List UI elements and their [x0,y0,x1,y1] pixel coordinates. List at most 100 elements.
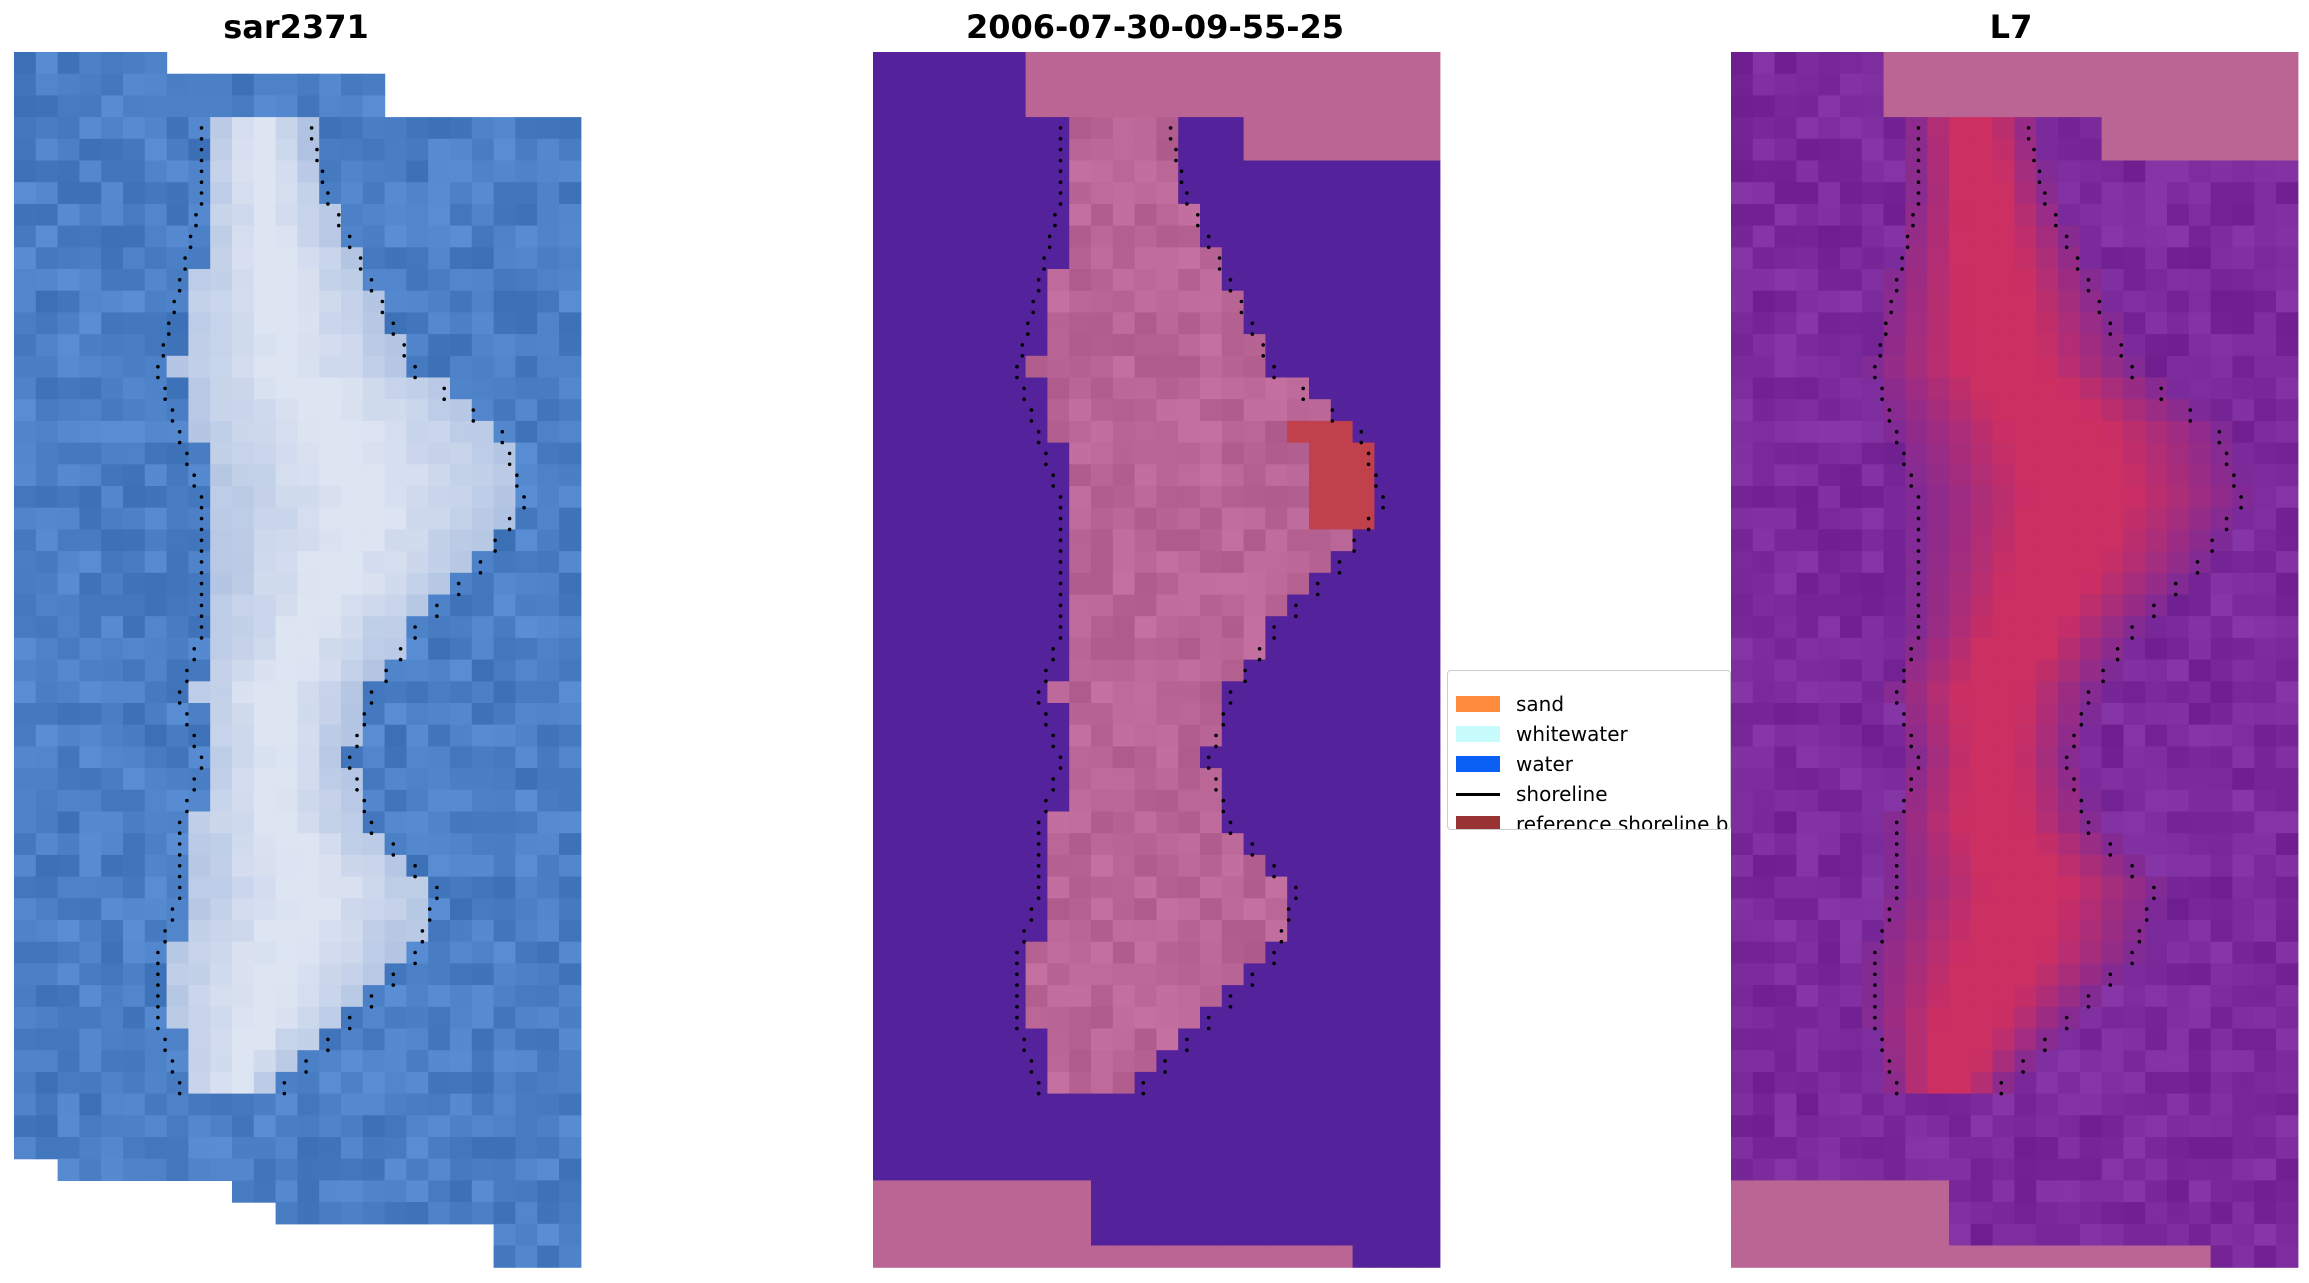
shoreline-point [1894,701,1899,705]
rgb-pixel [493,486,516,509]
rgb-pixel [319,833,342,856]
class-pixel [1112,746,1136,769]
class-pixel [1003,160,1027,183]
index-pixel [1731,290,1754,313]
index-pixel [1818,833,1841,856]
index-pixel [2188,920,2212,943]
index-pixel [1949,464,1972,487]
rgb-pixel [188,334,211,357]
index-pixel [2276,637,2299,661]
class-pixel [1309,1158,1332,1181]
index-pixel [2167,1006,2190,1030]
index-pixel [1970,95,1994,118]
shoreline-point [1279,939,1284,944]
index-pixel [1796,95,1819,118]
rgb-pixel [35,833,59,856]
index-pixel [2036,746,2059,769]
rgb-pixel [79,876,102,899]
class-pixel [916,920,939,943]
rgb-pixel [384,551,407,574]
rgb-pixel [297,529,320,552]
index-pixel [2188,464,2212,487]
class-pixel [1112,1202,1136,1225]
class-pixel [1112,854,1136,878]
rgb-pixel [384,1071,407,1095]
shoreline-point [1902,679,1906,684]
shoreline-point [185,451,189,456]
class-pixel [960,95,983,118]
rgb-pixel [35,876,59,899]
class-pixel [1309,963,1332,986]
class-pixel [1396,52,1419,75]
shoreline-point [2108,972,2113,977]
rgb-pixel [253,659,277,682]
shoreline-point [1214,733,1218,738]
class-pixel [1069,1115,1092,1138]
class-pixel [1156,876,1179,899]
class-pixel [1396,399,1419,422]
index-pixel [1731,1050,1754,1073]
class-pixel [1265,507,1288,530]
class-pixel [1330,1180,1354,1203]
rgb-pixel [450,724,473,747]
rgb-pixel [188,73,211,96]
class-pixel [982,73,1005,96]
index-pixel [1883,225,1906,248]
shoreline-point [1217,256,1222,260]
class-pixel [960,551,983,574]
shoreline-point [2086,831,2091,835]
index-pixel [1752,746,1776,769]
class-pixel [938,1071,961,1095]
index-pixel [2101,985,2124,1008]
class-pixel [960,117,983,140]
class-pixel [1287,1180,1310,1203]
rgb-pixel [79,52,102,75]
class-pixel [1221,1050,1245,1073]
index-pixel [1840,442,1863,465]
index-pixel [2101,594,2124,617]
index-pixel [1840,637,1863,661]
rgb-pixel [210,355,233,379]
rgb-pixel [384,203,407,227]
rgb-pixel [384,811,407,834]
rgb-pixel [537,1071,560,1095]
rgb-pixel [79,811,102,834]
index-pixel [2210,247,2233,270]
class-pixel [1047,985,1070,1008]
index-pixel [1731,985,1754,1008]
rgb-pixel [210,637,233,661]
class-pixel [916,833,939,856]
class-pixel [1069,507,1092,530]
shoreline-point [500,440,505,445]
rgb-pixel [319,876,342,899]
class-pixel [1352,95,1375,118]
index-pixel [2254,355,2277,379]
index-pixel [2036,1028,2059,1051]
index-pixel [1752,1137,1776,1160]
rgb-pixel [406,117,429,140]
class-pixel [1265,833,1288,856]
index-pixel [2276,486,2299,509]
index-pixel [1970,117,1994,140]
index-pixel [1883,1071,1906,1095]
class-pixel [938,420,961,444]
shoreline-point [156,1026,160,1031]
index-pixel [1970,182,1994,205]
class-pixel [1287,399,1310,422]
index-pixel [2079,1050,2103,1073]
rgb-pixel [79,789,102,813]
index-pixel [2123,442,2146,465]
index-pixel [1752,160,1776,183]
rgb-pixel [297,486,320,509]
index-pixel [2188,420,2212,444]
index-pixel [2145,290,2168,313]
shoreline-point [192,777,196,781]
class-pixel [1025,681,1048,704]
class-pixel [1156,290,1179,313]
class-pixel [938,724,961,747]
rgb-pixel [384,182,407,205]
index-pixel [1818,920,1841,943]
index-pixel [1796,768,1819,791]
rgb-pixel [471,616,495,639]
legend: sand whitewater water shoreline referenc… [1447,670,1731,830]
